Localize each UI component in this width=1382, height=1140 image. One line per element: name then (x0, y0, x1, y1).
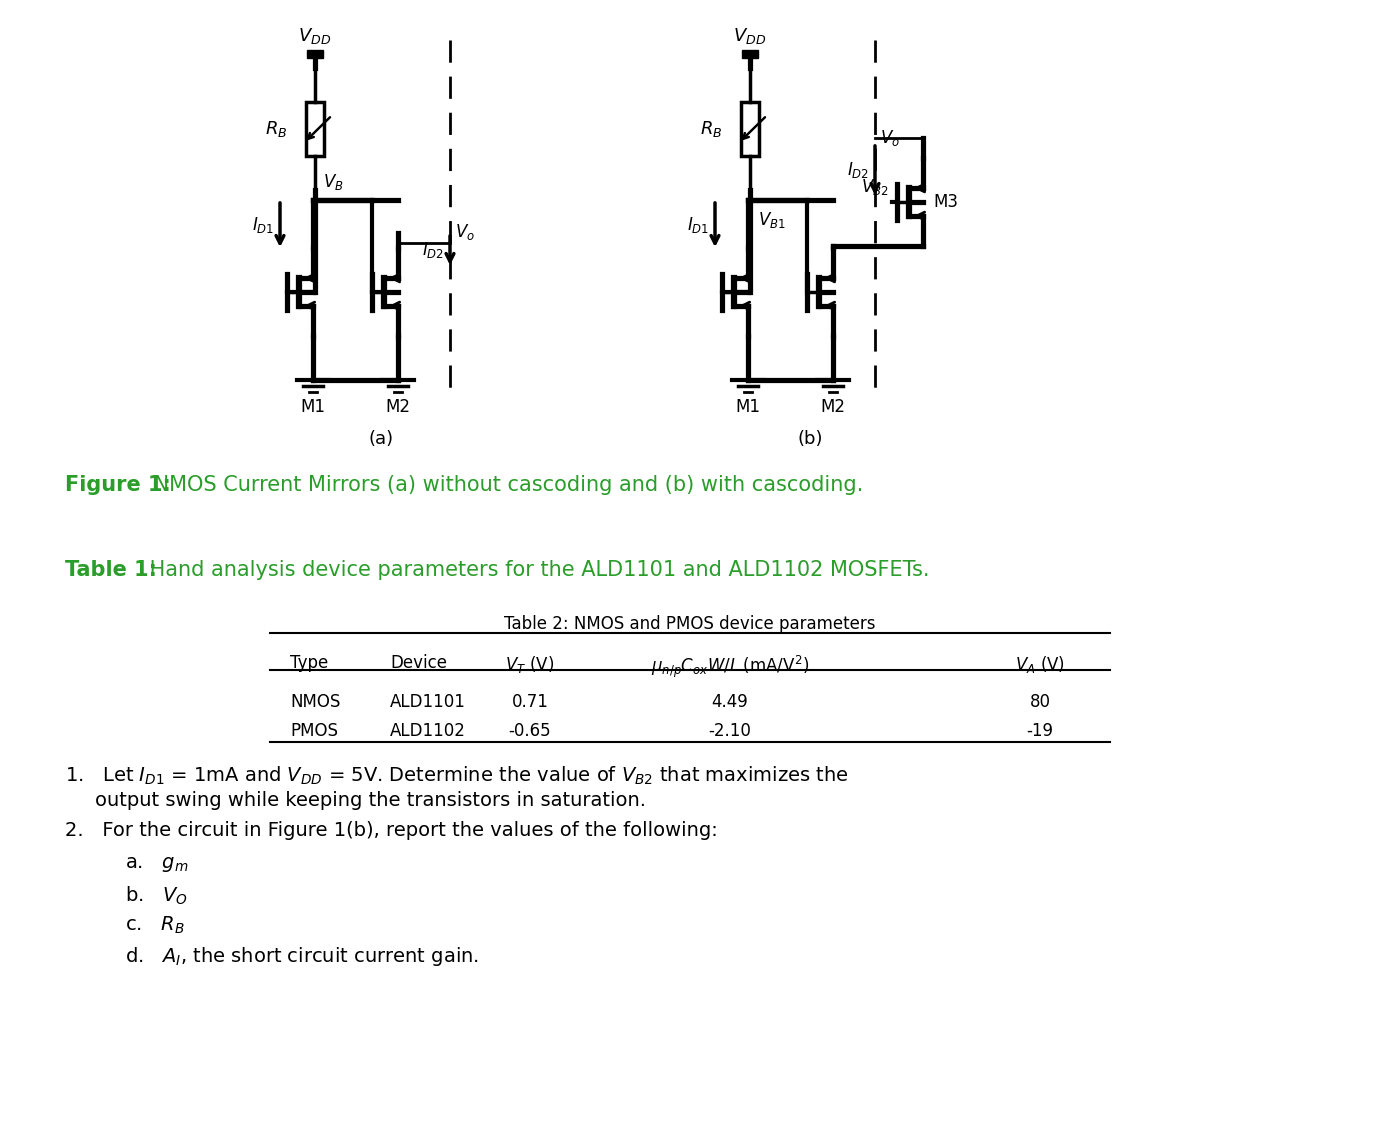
Text: $V_B$: $V_B$ (323, 172, 344, 192)
Text: 4.49: 4.49 (712, 693, 749, 711)
Text: Table 2: NMOS and PMOS device parameters: Table 2: NMOS and PMOS device parameters (504, 614, 876, 633)
Text: $\mu_{n/p}C_{ox}W/L\;(\mathrm{mA/V}^2)$: $\mu_{n/p}C_{ox}W/L\;(\mathrm{mA/V}^2)$ (651, 654, 808, 681)
Text: $V_{DD}$: $V_{DD}$ (734, 26, 767, 46)
Text: (b): (b) (797, 430, 822, 448)
Text: Hand analysis device parameters for the ALD1101 and ALD1102 MOSFETs.: Hand analysis device parameters for the … (142, 560, 930, 580)
Text: 0.71: 0.71 (511, 693, 549, 711)
Text: $V_o$: $V_o$ (880, 128, 900, 148)
Text: M1: M1 (735, 398, 760, 416)
Text: $R_B$: $R_B$ (699, 119, 721, 139)
Text: M1: M1 (300, 398, 326, 416)
Text: a.   $g_m$: a. $g_m$ (124, 855, 188, 874)
Text: $I_{D2}$: $I_{D2}$ (422, 241, 444, 261)
Text: 2.   For the circuit in Figure 1(b), report the values of the following:: 2. For the circuit in Figure 1(b), repor… (65, 821, 717, 840)
Text: $V_{B1}$: $V_{B1}$ (757, 210, 786, 230)
Text: c.   $R_B$: c. $R_B$ (124, 915, 185, 936)
Text: M2: M2 (386, 398, 410, 416)
Text: $V_A$ (V): $V_A$ (V) (1014, 654, 1066, 675)
Text: Device: Device (390, 654, 446, 671)
Text: -19: -19 (1027, 722, 1053, 740)
Text: ALD1101: ALD1101 (390, 693, 466, 711)
Text: M2: M2 (821, 398, 846, 416)
Text: $I_{D1}$: $I_{D1}$ (252, 215, 274, 235)
Text: d.   $A_I$, the short circuit current gain.: d. $A_I$, the short circuit current gain… (124, 945, 480, 968)
Text: 1.   Let $I_{D1}$ = 1mA and $V_{DD}$ = 5V. Determine the value of $V_{B2}$ that : 1. Let $I_{D1}$ = 1mA and $V_{DD}$ = 5V.… (65, 765, 849, 788)
Text: $V_o$: $V_o$ (455, 222, 475, 242)
Bar (307, 50, 323, 58)
Text: $V_{DD}$: $V_{DD}$ (299, 26, 332, 46)
Text: -2.10: -2.10 (709, 722, 752, 740)
Text: Table 1:: Table 1: (65, 560, 158, 580)
Text: $R_B$: $R_B$ (264, 119, 287, 139)
Text: M3: M3 (933, 193, 958, 211)
Bar (305, 101, 323, 156)
Bar (742, 50, 757, 58)
Text: -0.65: -0.65 (509, 722, 551, 740)
Text: $V_{B2}$: $V_{B2}$ (861, 177, 889, 197)
Text: Figure 1:: Figure 1: (65, 475, 171, 495)
Text: (a): (a) (369, 430, 394, 448)
Text: output swing while keeping the transistors in saturation.: output swing while keeping the transisto… (95, 791, 645, 811)
Text: Type: Type (290, 654, 329, 671)
Text: NMOS: NMOS (290, 693, 340, 711)
Text: $I_{D2}$: $I_{D2}$ (847, 161, 869, 180)
Text: b.   $V_O$: b. $V_O$ (124, 885, 188, 907)
Text: $I_{D1}$: $I_{D1}$ (687, 215, 709, 235)
Text: ALD1102: ALD1102 (390, 722, 466, 740)
Bar (741, 101, 759, 156)
Text: $V_T$ (V): $V_T$ (V) (506, 654, 554, 675)
Text: NMOS Current Mirrors (a) without cascoding and (b) with cascoding.: NMOS Current Mirrors (a) without cascodi… (146, 475, 864, 495)
Text: PMOS: PMOS (290, 722, 339, 740)
Text: 80: 80 (1030, 693, 1050, 711)
